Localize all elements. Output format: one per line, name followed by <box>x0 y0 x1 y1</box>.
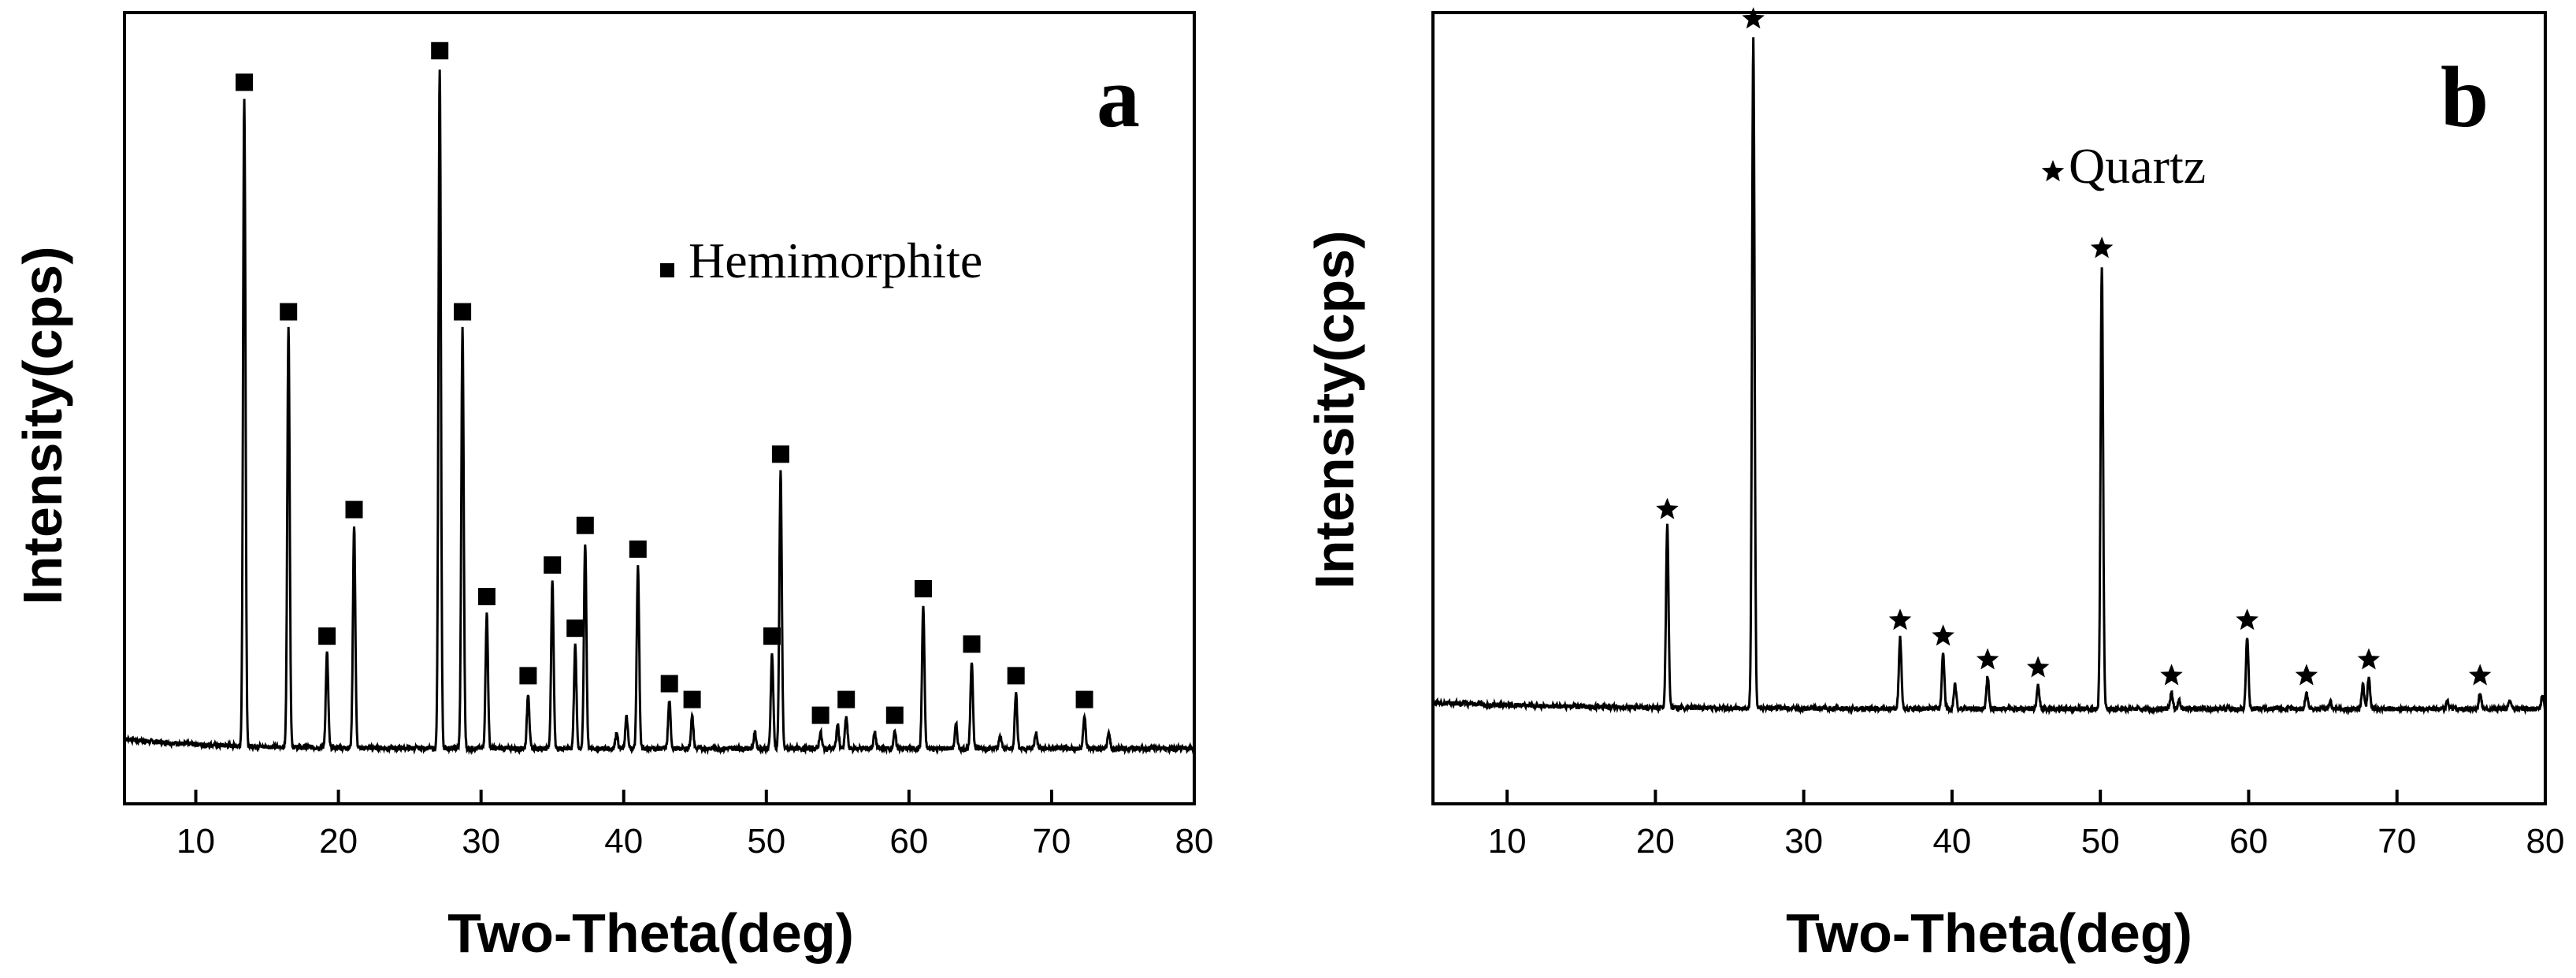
peak-marker-a-61 <box>915 580 932 597</box>
panel-label-a: a <box>1097 49 1140 145</box>
peak-marker-b-26.6 <box>1742 7 1765 29</box>
peak-marker-b-59.9 <box>2236 608 2259 630</box>
x-tick-labels-a: 10 20 30 40 50 60 70 80 <box>176 822 1213 861</box>
peak-marker-a-21.1 <box>345 500 363 519</box>
x-tick-label-b-40: 40 <box>1932 822 1971 861</box>
x-tick-label-a-40: 40 <box>604 822 643 861</box>
peak-marker-a-30.4 <box>477 588 496 605</box>
peak-marker-a-50.4 <box>763 627 781 645</box>
panel-label-b: b <box>2441 49 2489 145</box>
peak-markers-b <box>1656 7 2492 686</box>
legend-label-a: Hemimorphite <box>689 232 982 288</box>
panel-a: 10 20 30 40 50 60 70 80 a Hemimorphite Two-Thet… <box>12 11 1213 964</box>
peak-marker-b-42.4 <box>1976 648 1999 670</box>
peak-marker-a-37.3 <box>576 516 594 534</box>
x-tick-label-b-80: 80 <box>2526 822 2565 861</box>
x-tick-label-a-10: 10 <box>176 822 215 861</box>
xrd-trace-a <box>124 69 1196 756</box>
x-tick-label-b-10: 10 <box>1488 822 1527 861</box>
legend-b: Quartz <box>2041 138 2206 194</box>
x-ticks-b <box>1505 790 2547 804</box>
legend-marker-star-icon <box>2041 160 2065 182</box>
x-tick-label-a-70: 70 <box>1032 822 1071 861</box>
x-tick-label-b-30: 30 <box>1784 822 1823 861</box>
peak-marker-a-41 <box>629 540 647 558</box>
peak-marker-a-67.5 <box>1007 667 1025 685</box>
peak-marker-b-20.8 <box>1656 497 1679 519</box>
peak-marker-b-54.8 <box>2160 664 2183 686</box>
peak-marker-a-16.5 <box>280 303 298 321</box>
peak-marker-b-50.1 <box>2090 236 2114 258</box>
xrd-trace-b <box>1431 37 2547 716</box>
x-tick-label-a-80: 80 <box>1175 822 1214 861</box>
x-tick-label-a-50: 50 <box>747 822 785 861</box>
plot-frame-a <box>123 11 1196 805</box>
panel-b: 10 20 30 40 50 60 70 80 b Quartz Two-Theta(deg)… <box>1304 7 2564 964</box>
x-tick-label-b-20: 20 <box>1636 822 1675 861</box>
x-axis-title-b: Two-Theta(deg) <box>1786 902 2192 964</box>
legend-label-b: Quartz <box>2069 138 2206 194</box>
y-axis-title-a: Intensity(cps) <box>12 246 73 604</box>
legend-marker-square-icon <box>660 263 674 277</box>
peak-marker-b-63.9 <box>2295 664 2318 686</box>
x-axis-title-a: Two-Theta(deg) <box>447 902 854 964</box>
peak-marker-a-44.8 <box>683 690 701 708</box>
peak-marker-b-75.6 <box>2468 664 2492 686</box>
peak-marker-a-64.4 <box>963 635 981 653</box>
peak-marker-a-27.1 <box>431 42 449 60</box>
x-tick-label-a-20: 20 <box>319 822 358 861</box>
peak-marker-a-13.4 <box>236 73 254 91</box>
x-tick-labels-b: 10 20 30 40 50 60 70 80 <box>1488 822 2565 861</box>
peak-marker-a-36.6 <box>566 619 585 638</box>
plot-frame-b <box>1431 11 2547 805</box>
x-ticks-a <box>194 790 1196 804</box>
peak-marker-a-72.3 <box>1075 690 1093 708</box>
peak-marker-a-33.3 <box>519 667 537 685</box>
peak-marker-a-28.7 <box>454 303 472 321</box>
x-tick-label-a-60: 60 <box>889 822 928 861</box>
x-tick-label-b-60: 60 <box>2229 822 2268 861</box>
legend-a: Hemimorphite <box>660 232 982 288</box>
y-axis-title-b: Intensity(cps) <box>1304 230 1365 589</box>
x-tick-label-a-30: 30 <box>462 822 500 861</box>
x-tick-label-b-50: 50 <box>2081 822 2120 861</box>
peak-marker-a-35 <box>544 556 562 574</box>
peak-marker-a-55.6 <box>837 690 856 708</box>
x-tick-label-b-70: 70 <box>2377 822 2416 861</box>
peak-marker-b-45.8 <box>2026 656 2050 678</box>
peak-marker-a-19.2 <box>318 627 336 645</box>
peak-markers-a <box>236 42 1093 724</box>
peak-marker-b-39.4 <box>1932 624 1954 646</box>
peak-marker-a-59 <box>885 706 904 724</box>
peak-marker-a-53.8 <box>811 706 830 724</box>
peak-marker-a-43.2 <box>660 675 678 693</box>
peak-marker-a-51 <box>771 445 789 463</box>
peak-marker-b-36.5 <box>1888 608 1912 630</box>
peak-marker-b-68.1 <box>2357 648 2381 670</box>
